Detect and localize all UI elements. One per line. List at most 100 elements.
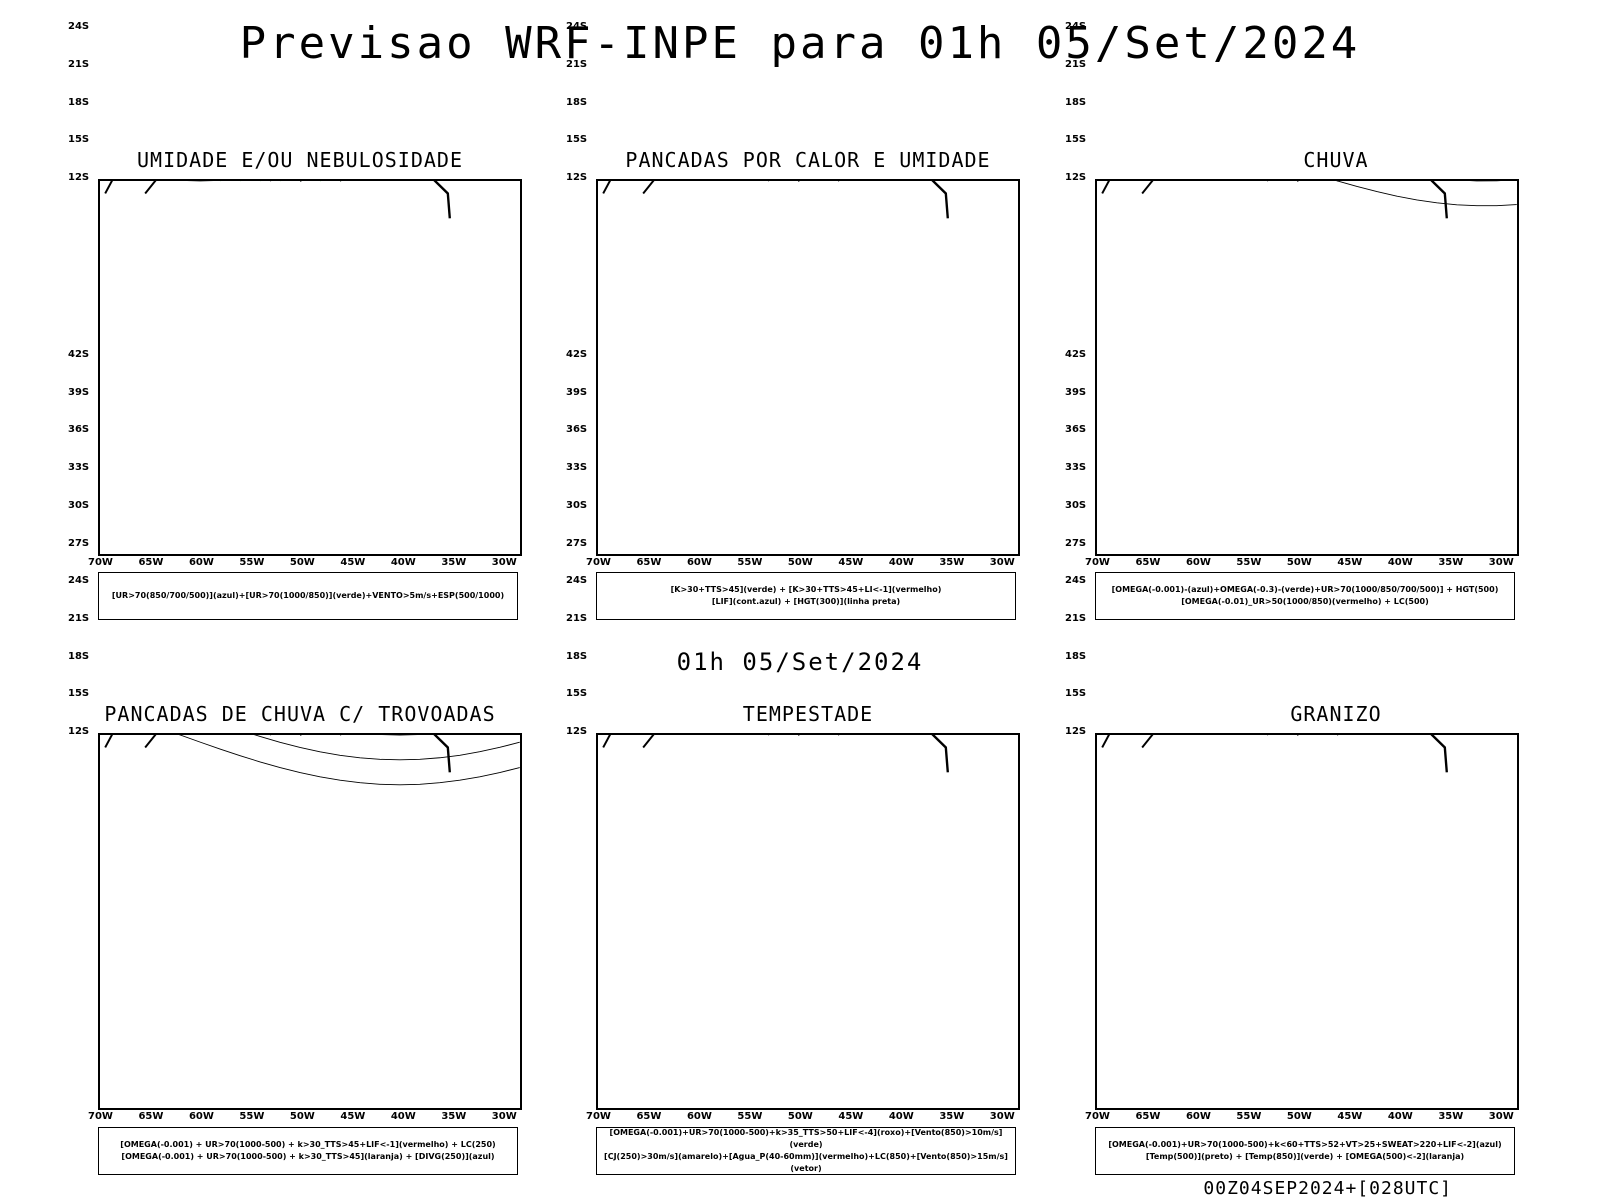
lon-label: 55W	[1236, 1111, 1262, 1122]
lat-label: 42S	[566, 349, 588, 360]
lat-label: 15S	[68, 134, 90, 146]
lon-label: 55W	[1236, 557, 1262, 568]
lon-label: 50W	[787, 1111, 813, 1122]
lon-label: 40W	[390, 1111, 416, 1122]
lon-label: 50W	[1286, 1111, 1312, 1122]
panel-title-2: PANCADAS POR CALOR E UMIDADE	[625, 148, 991, 172]
map-panel-1: 10121016102010241028570564558552546540	[98, 179, 522, 556]
legend-line: [OMEGA(-0.001) + UR>70(1000-500) + k>30_…	[121, 1152, 495, 1161]
lon-label: 45W	[340, 557, 366, 568]
legend-box-4: [OMEGA(-0.001) + UR>70(1000-500) + k>30_…	[98, 1127, 518, 1175]
lat-label: 15S	[1065, 688, 1087, 700]
lat-label: 30S	[68, 499, 90, 511]
lat-label: 15S	[1065, 134, 1087, 146]
lon-label: 30W	[989, 1111, 1015, 1122]
lat-label: 15S	[566, 688, 588, 700]
lon-label: 35W	[1438, 1111, 1464, 1122]
lat-label: 12S	[68, 726, 90, 737]
map-panel-2: 968096009520944093609280920091209040	[596, 179, 1020, 556]
lat-label: 24S	[68, 575, 90, 587]
lat-label: 39S	[1065, 386, 1087, 398]
lon-label: 40W	[1387, 557, 1413, 568]
lon-label: 55W	[737, 557, 763, 568]
lon-label: 35W	[939, 557, 965, 568]
lon-label: 30W	[491, 557, 517, 568]
lon-label: 70W	[88, 1111, 113, 1122]
lat-label: 33S	[566, 462, 588, 474]
panel-title-1: UMIDADE E/OU NEBULOSIDADE	[136, 148, 464, 172]
lat-label: 18S	[566, 96, 588, 108]
lat-label: 36S	[1065, 424, 1087, 436]
map-panel-6: -21-18-15-12-9121518	[1095, 733, 1519, 1110]
map-canvas-5	[602, 735, 949, 773]
lat-label: 33S	[1065, 462, 1087, 474]
lat-label: 12S	[566, 726, 588, 737]
lon-label: 45W	[838, 1111, 864, 1122]
lon-label: 30W	[989, 557, 1015, 568]
legend-line: [OMEGA(-0.001)-(azul)+OMEGA(-0.3)-(verde…	[1111, 585, 1499, 594]
lat-label: 30S	[566, 499, 588, 511]
lon-label: 35W	[441, 1111, 467, 1122]
map-canvas-2: 968096009520944093609280920091209040	[602, 181, 949, 219]
lat-label: 33S	[68, 462, 90, 474]
lon-label: 40W	[888, 1111, 914, 1122]
lon-label: 70W	[88, 557, 113, 568]
run-timestamp: 00Z04SEP2024+[028UTC]	[1203, 1178, 1452, 1199]
lon-label: 60W	[188, 557, 214, 568]
lon-label: 60W	[1185, 1111, 1211, 1122]
lon-label: 45W	[340, 1111, 366, 1122]
lat-label: 30S	[1065, 499, 1087, 511]
lat-label: 21S	[68, 612, 90, 624]
lat-label: 21S	[566, 612, 588, 624]
lon-label: 50W	[289, 1111, 315, 1122]
legend-line: [CJ(250)>30m/s](amarelo)+[Agua_P(40-60mm…	[604, 1152, 1008, 1173]
lat-label: 24S	[1065, 575, 1087, 587]
lon-label: 60W	[188, 1111, 214, 1122]
page-title: Previsao WRF-INPE para 01h 05/Set/2024	[239, 18, 1361, 69]
lon-label: 45W	[1337, 557, 1363, 568]
panel-title-4: PANCADAS DE CHUVA C/ TROVOADAS	[104, 702, 496, 726]
lon-label: 40W	[390, 557, 416, 568]
lon-label: 60W	[686, 1111, 712, 1122]
legend-line: [OMEGA(-0.001)+UR>70(1000-500)+k<60+TTS>…	[1108, 1140, 1502, 1149]
lon-label: 30W	[1488, 1111, 1514, 1122]
legend-line: [OMEGA(-0.01)_UR>50(1000/850)(vermelho) …	[1181, 597, 1429, 606]
lat-label: 24S	[566, 21, 588, 33]
lon-label: 70W	[586, 1111, 611, 1122]
lon-label: 30W	[491, 1111, 517, 1122]
lon-label: 65W	[1135, 1111, 1161, 1122]
lat-label: 24S	[1065, 21, 1087, 33]
lon-label: 30W	[1488, 557, 1514, 568]
lon-label: 55W	[239, 1111, 265, 1122]
lon-label: 60W	[1185, 557, 1211, 568]
lat-label: 18S	[68, 96, 90, 108]
map-panel-5	[596, 733, 1020, 1110]
lon-label: 65W	[138, 557, 164, 568]
lat-label: 18S	[68, 650, 90, 662]
lat-label: 18S	[566, 650, 588, 662]
legend-box-3: [OMEGA(-0.001)-(azul)+OMEGA(-0.3)-(verde…	[1095, 572, 1515, 620]
lon-label: 70W	[1085, 557, 1110, 568]
map-panel-3: 588582576570564558552546	[1095, 179, 1519, 556]
lon-label: 65W	[138, 1111, 164, 1122]
lon-label: 45W	[1337, 1111, 1363, 1122]
lon-label: 50W	[787, 557, 813, 568]
lon-label: 70W	[1085, 1111, 1110, 1122]
lon-label: 65W	[636, 1111, 662, 1122]
lon-label: 60W	[686, 557, 712, 568]
lon-label: 50W	[1286, 557, 1312, 568]
forecast-time-subtitle: 01h 05/Set/2024	[676, 648, 924, 676]
lon-label: 40W	[888, 557, 914, 568]
lon-label: 35W	[1438, 557, 1464, 568]
map-canvas-4: 10	[104, 735, 520, 786]
legend-box-6: [OMEGA(-0.001)+UR>70(1000-500)+k<60+TTS>…	[1095, 1127, 1515, 1175]
lat-label: 21S	[1065, 612, 1087, 624]
legend-box-5: [OMEGA(-0.001)+UR>70(1000-500)+k>35_TTS>…	[596, 1127, 1016, 1175]
panel-title-6: GRANIZO	[1290, 702, 1382, 726]
legend-line: [Temp(500)](preto) + [Temp(850)](verde) …	[1145, 1152, 1465, 1161]
lat-label: 42S	[1065, 349, 1087, 360]
lat-label: 27S	[68, 537, 90, 549]
legend-box-2: [K>30+TTS>45](verde) + [K>30+TTS>45+LI<-…	[596, 572, 1016, 620]
lat-label: 21S	[1065, 58, 1087, 70]
lon-label: 35W	[939, 1111, 965, 1122]
